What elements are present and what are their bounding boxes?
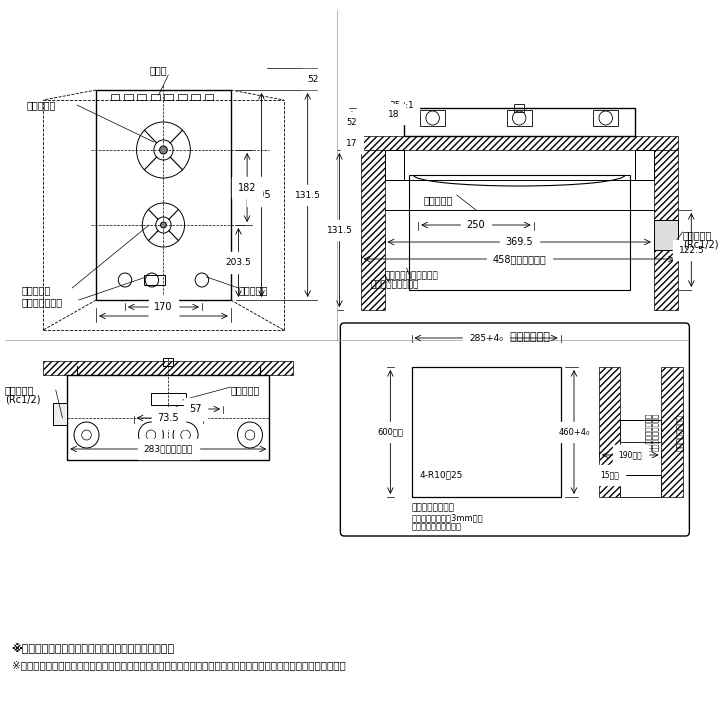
Bar <box>412 367 561 497</box>
Text: 空気が流れるよて3mm以上: 空気が流れるよて3mm以上 <box>412 513 483 523</box>
Text: ワークトップ穴開け寸法: ワークトップ穴開け寸法 <box>478 332 551 342</box>
Text: 203.5: 203.5 <box>225 258 251 267</box>
Text: 285+4₀: 285+4₀ <box>469 333 503 343</box>
Text: キャビネット側板前面: キャビネット側板前面 <box>384 271 438 281</box>
Text: ガス接続口: ガス接続口 <box>5 385 34 395</box>
Text: 17: 17 <box>346 138 358 148</box>
Text: 600以上: 600以上 <box>377 428 403 436</box>
Text: 505: 505 <box>252 190 271 200</box>
Bar <box>361 150 384 310</box>
Text: 250: 250 <box>467 220 485 230</box>
Bar <box>178 94 186 100</box>
Text: 131.5: 131.5 <box>294 191 320 199</box>
Text: 283（本体凸部）: 283（本体凸部） <box>143 444 193 454</box>
Bar <box>151 393 186 405</box>
Text: 315: 315 <box>154 311 173 321</box>
Text: 52: 52 <box>307 74 318 84</box>
Bar <box>164 94 173 100</box>
Text: 190以上: 190以上 <box>618 451 642 459</box>
Text: 460+4₀: 460+4₀ <box>558 428 590 436</box>
Bar <box>634 150 654 180</box>
Text: 電池ケース: 電池ケース <box>230 385 260 395</box>
Bar <box>620 475 662 497</box>
Bar <box>514 104 524 112</box>
Text: キャビネット前面: キャビネット前面 <box>676 413 685 451</box>
Bar <box>144 275 166 285</box>
Bar <box>192 94 200 100</box>
Bar <box>593 110 618 126</box>
Text: 35±1: 35±1 <box>389 101 414 109</box>
Bar <box>404 108 634 136</box>
Bar <box>507 110 531 126</box>
Bar <box>151 94 160 100</box>
Text: 吸気口: 吸気口 <box>149 65 166 75</box>
Text: 電池ケース: 電池ケース <box>423 195 452 205</box>
Text: ※単体設置タイプにつきオーブン接続はできません。: ※単体設置タイプにつきオーブン接続はできません。 <box>12 642 175 654</box>
Text: 57: 57 <box>189 404 202 414</box>
Text: 4-R10～25: 4-R10～25 <box>419 470 462 480</box>
Bar <box>654 220 678 250</box>
Bar <box>420 110 445 126</box>
Bar <box>409 175 630 290</box>
Text: キャビネット扉前面: キャビネット扉前面 <box>370 281 418 289</box>
Text: 電池交換サイン: 電池交換サイン <box>21 297 62 307</box>
Bar <box>361 136 678 150</box>
Bar <box>111 94 120 100</box>
Text: のすき間を確保のこと: のすき間を確保のこと <box>412 523 462 531</box>
Circle shape <box>160 146 167 154</box>
Text: 18: 18 <box>387 109 399 119</box>
Circle shape <box>161 222 166 228</box>
Text: ※本機器は防火性能評定品であり、周囲に可燃物がある場合は防火性能評定品ラベル内容に従って設置してください。: ※本機器は防火性能評定品であり、周囲に可燃物がある場合は防火性能評定品ラベル内容… <box>12 660 346 670</box>
Bar <box>67 375 269 460</box>
Bar <box>654 150 678 310</box>
Bar <box>43 361 293 375</box>
Text: 73.5: 73.5 <box>158 413 179 423</box>
Text: 458（本体凸部）: 458（本体凸部） <box>492 254 546 264</box>
Text: 15以上: 15以上 <box>600 470 619 480</box>
Text: ガス接続口: ガス接続口 <box>683 230 712 240</box>
Bar <box>124 94 132 100</box>
Bar <box>620 420 662 442</box>
Text: 52: 52 <box>346 117 357 127</box>
Text: 369.5: 369.5 <box>505 237 533 247</box>
Text: 高温炊め操: 高温炊め操 <box>238 285 268 295</box>
Bar <box>204 94 213 100</box>
Bar <box>53 403 67 425</box>
Text: (Rc1/2): (Rc1/2) <box>683 239 718 249</box>
Text: 182: 182 <box>238 182 256 192</box>
Text: ワークトップ前面: ワークトップ前面 <box>412 503 454 513</box>
Bar <box>163 358 173 366</box>
Bar <box>384 150 404 180</box>
Text: 前バーナー: 前バーナー <box>21 285 50 295</box>
Text: 電池交換出来る様に
配置されていること: 電池交換出来る様に 配置されていること <box>644 413 659 451</box>
Bar <box>662 367 683 497</box>
FancyBboxPatch shape <box>341 323 689 536</box>
Text: 170: 170 <box>154 302 173 312</box>
Text: 131.5: 131.5 <box>326 225 352 235</box>
Text: 後バーナー: 後バーナー <box>27 100 56 110</box>
Bar <box>96 90 230 300</box>
Text: (Rc1/2): (Rc1/2) <box>5 394 40 404</box>
Bar <box>138 94 146 100</box>
Text: 122.5: 122.5 <box>678 246 704 254</box>
Bar <box>599 367 620 497</box>
